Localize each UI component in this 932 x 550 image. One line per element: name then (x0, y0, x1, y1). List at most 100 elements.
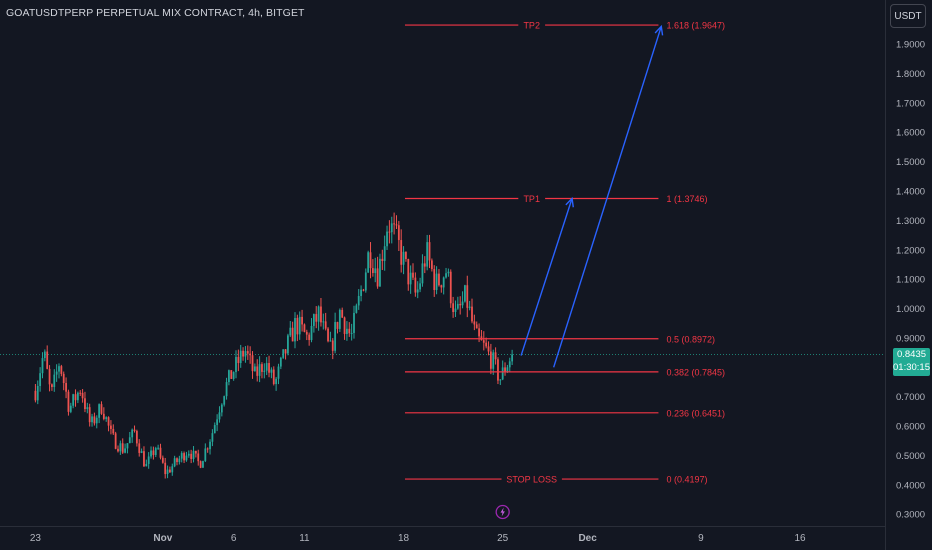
candle-body (489, 351, 492, 369)
bar-countdown: 01:30:15 (893, 362, 930, 373)
candle-body (461, 301, 464, 306)
candle-body (466, 285, 469, 308)
candle-body (376, 268, 379, 287)
last-price-value: 0.8435 (896, 349, 927, 360)
fib-level-label: 0.382 (0.7845) (666, 367, 725, 377)
y-tick-label: 0.9000 (896, 333, 925, 344)
candle-body (395, 224, 398, 226)
candle-body (409, 272, 412, 285)
candle-body (223, 396, 226, 405)
projection-arrow-head (565, 196, 574, 208)
candle-body (263, 370, 266, 372)
candle-body (209, 441, 211, 450)
candle-body (121, 443, 124, 453)
y-tick-label: 1.4000 (896, 187, 925, 198)
candle-body (53, 374, 56, 387)
candle-body (331, 340, 334, 351)
candle-body (244, 351, 247, 357)
x-tick-label: 23 (30, 533, 42, 544)
candle-body (41, 358, 44, 374)
candle-body (131, 429, 134, 438)
candle-body (202, 461, 204, 468)
x-tick-label: 11 (299, 533, 310, 544)
candle-body (69, 405, 72, 412)
candle-body (192, 450, 195, 459)
lightning-bolt-glyph (500, 507, 505, 517)
candle-body (421, 263, 424, 284)
currency-button[interactable]: USDT (890, 4, 926, 28)
candle-body (39, 373, 42, 387)
candle-body (176, 458, 178, 463)
candle-body (84, 398, 86, 410)
candle-body (72, 394, 75, 406)
candle-body (272, 369, 275, 385)
candle-body (185, 455, 188, 461)
candle-body (282, 349, 285, 358)
candle-body (114, 433, 117, 449)
x-tick-label: 6 (231, 533, 237, 544)
candle-body (454, 308, 457, 312)
y-tick-label: 1.6000 (896, 128, 925, 139)
candle-body (88, 407, 91, 423)
candle-body (48, 368, 51, 385)
candle-body (102, 413, 105, 419)
fib-level-label: 0 (0.4197) (666, 475, 707, 485)
candle-body (150, 450, 152, 457)
x-tick-label: Nov (153, 533, 172, 544)
candle-body (128, 437, 131, 444)
candle-body (412, 272, 414, 278)
candle-body (164, 462, 167, 475)
candle-body (154, 448, 157, 455)
candle-body (456, 303, 459, 309)
candle-body (473, 321, 476, 325)
candle-body (117, 448, 119, 452)
candle-body (329, 340, 332, 342)
candle-body (180, 453, 183, 459)
candle-body (204, 448, 207, 462)
candle-body (199, 461, 202, 468)
candle-body (220, 404, 223, 413)
candle-body (211, 433, 214, 442)
candle-body (253, 366, 256, 372)
candle-body (237, 356, 240, 364)
candle-body (393, 223, 396, 225)
candle-body (445, 273, 447, 278)
candle-body (504, 367, 506, 373)
candle-body (301, 316, 303, 325)
candle-body (194, 450, 197, 454)
candle-body (218, 412, 221, 420)
candle-body (511, 354, 514, 362)
candle-body (256, 366, 259, 376)
y-tick-label: 1.0000 (896, 304, 925, 315)
y-tick-label: 1.5000 (896, 157, 925, 168)
candle-body (383, 246, 386, 261)
candle-body (60, 366, 63, 374)
fib-level-tag: TP2 (523, 21, 540, 31)
candle-body (86, 407, 89, 410)
candle-body (58, 366, 60, 372)
candle-body (46, 351, 49, 369)
candle-body (305, 331, 308, 335)
y-tick-label: 1.2000 (896, 245, 925, 256)
projection-arrow-head (654, 24, 664, 36)
candle-body (386, 231, 388, 247)
candle-body (405, 251, 407, 260)
candle-body (197, 453, 200, 462)
x-tick-label: 9 (698, 533, 704, 544)
candle-body (423, 263, 426, 267)
candle-body (291, 327, 294, 342)
candle-body (157, 447, 160, 449)
lightning-icon[interactable] (495, 504, 510, 520)
candle-body (232, 372, 235, 379)
candle-body (338, 309, 341, 329)
candle-body (79, 392, 82, 394)
candle-body (152, 450, 155, 455)
candle-body (213, 425, 216, 434)
candle-body (126, 443, 129, 449)
candle-body (343, 317, 346, 334)
fib-level-label: 0.5 (0.8972) (666, 334, 715, 344)
candle-body (357, 295, 360, 306)
candle-body (133, 429, 136, 431)
